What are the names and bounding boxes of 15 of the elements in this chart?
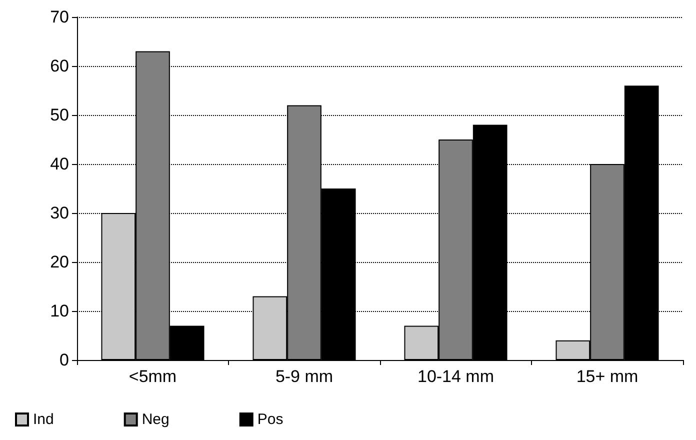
y-tick-label: 30 (50, 204, 69, 222)
legend-label: Neg (142, 411, 170, 428)
x-tick-label: <5mm (128, 367, 177, 386)
x-tick-label: 10-14 mm (417, 367, 494, 386)
y-tick-label: 70 (50, 8, 69, 26)
y-tick-label: 50 (50, 106, 69, 124)
y-tick-label: 10 (50, 302, 69, 320)
x-tick-label: 5-9 mm (275, 367, 334, 386)
y-tick-label: 60 (50, 56, 69, 76)
legend-label: Pos (257, 411, 284, 428)
y-tick-label: 40 (50, 154, 69, 174)
y-tick-label: 0 (60, 350, 69, 370)
y-tick-label: 20 (50, 252, 69, 272)
legend-label: Ind (33, 411, 54, 428)
x-tick-label: 15+ mm (576, 367, 638, 386)
